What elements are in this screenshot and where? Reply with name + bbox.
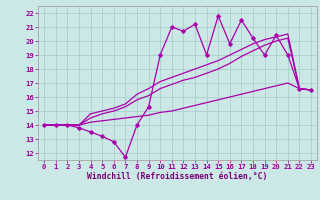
X-axis label: Windchill (Refroidissement éolien,°C): Windchill (Refroidissement éolien,°C) <box>87 172 268 181</box>
